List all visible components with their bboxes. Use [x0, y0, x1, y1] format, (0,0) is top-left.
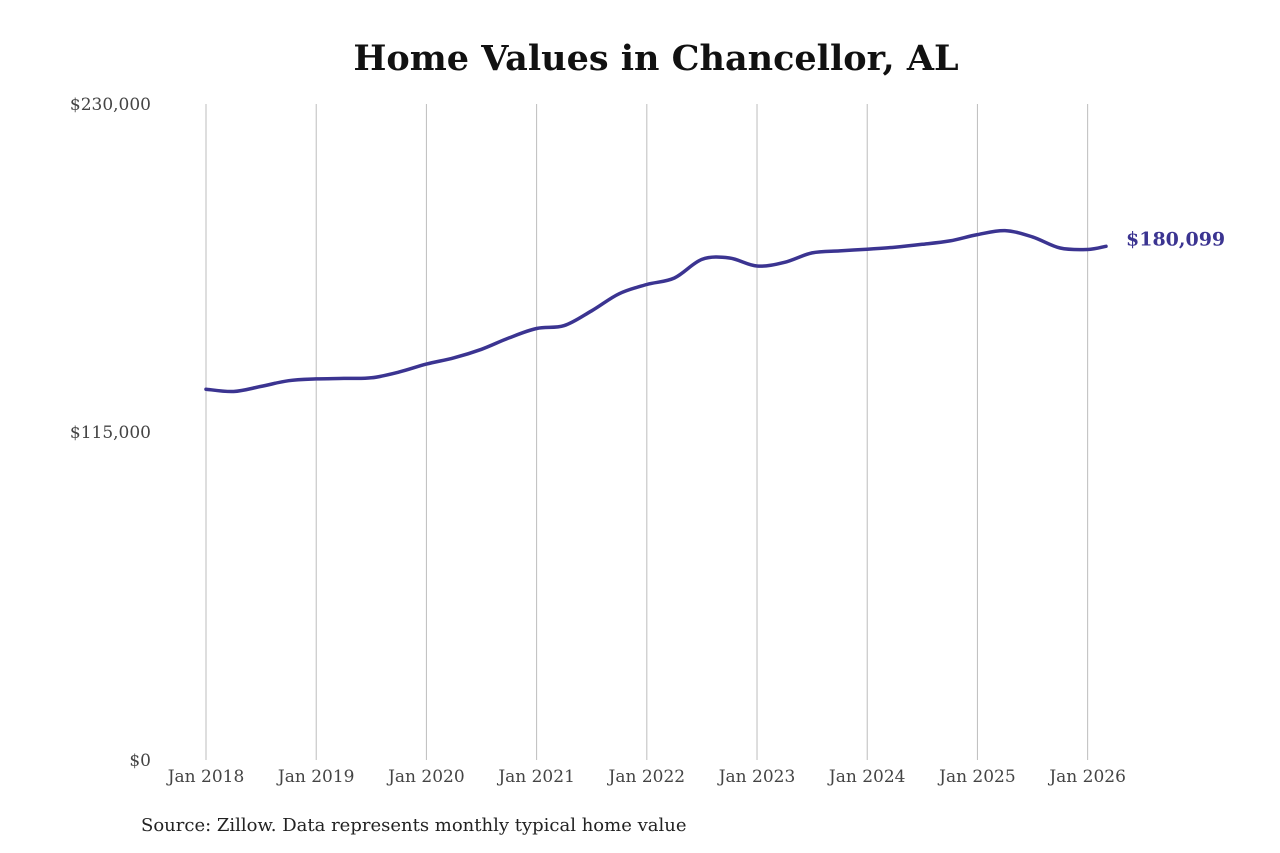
- x-tick-label: Jan 2025: [937, 767, 1016, 787]
- x-tick-label: Jan 2020: [386, 767, 465, 787]
- series-line-0: [204, 228, 1108, 394]
- x-tick-label: Jan 2021: [496, 767, 575, 787]
- gridlines: [205, 104, 1089, 760]
- y-tick-label: $115,000: [70, 423, 151, 443]
- x-tick-label: Jan 2022: [607, 767, 686, 787]
- y-axis-ticks: $0 $115,000 $230,000: [70, 95, 151, 771]
- end-label-group: $180,099: [1126, 228, 1225, 250]
- end-value-label: $180,099: [1126, 228, 1225, 250]
- source-note: Source: Zillow. Data represents monthly …: [141, 815, 687, 836]
- x-axis-ticks: Jan 2018 Jan 2019 Jan 2020 Jan 2021 Jan 2022…: [166, 767, 1126, 787]
- x-tick-label: Jan 2023: [717, 767, 796, 787]
- chart-title: Home Values in Chancellor, AL: [353, 38, 959, 79]
- series-group: [204, 228, 1108, 394]
- x-tick-label: Jan 2026: [1047, 767, 1126, 787]
- x-tick-label: Jan 2018: [166, 767, 245, 787]
- x-tick-label: Jan 2024: [827, 767, 906, 787]
- y-tick-label: $0: [129, 751, 151, 771]
- y-tick-label: $230,000: [70, 95, 151, 115]
- x-tick-label: Jan 2019: [276, 767, 355, 787]
